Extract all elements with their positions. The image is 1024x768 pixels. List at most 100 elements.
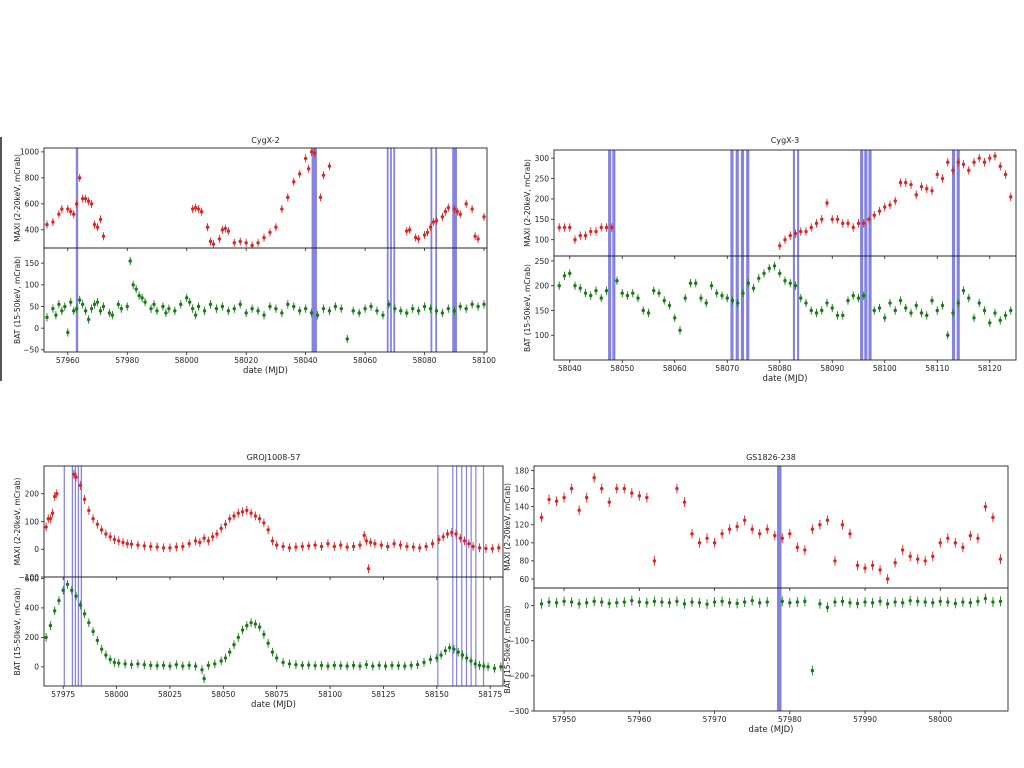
data-point bbox=[313, 663, 317, 668]
highlight-band bbox=[956, 150, 960, 256]
data-point bbox=[757, 276, 761, 280]
data-point bbox=[678, 328, 682, 332]
data-point bbox=[589, 229, 593, 234]
plot-area bbox=[539, 588, 1003, 711]
y-axis-label: MAXI (2-20keV, mCrab) bbox=[13, 154, 22, 242]
data-point bbox=[652, 559, 657, 563]
data-point bbox=[809, 225, 813, 230]
data-point bbox=[720, 599, 724, 604]
data-point bbox=[256, 241, 260, 245]
x-tick-label: 58075 bbox=[265, 690, 289, 699]
data-point bbox=[641, 308, 645, 313]
data-point bbox=[134, 287, 138, 291]
data-point bbox=[898, 298, 903, 303]
y-tick-label: 200 bbox=[25, 490, 40, 499]
data-point bbox=[631, 291, 635, 295]
data-point bbox=[117, 661, 121, 665]
highlight-band bbox=[740, 256, 745, 360]
data-point bbox=[60, 207, 64, 211]
data-point bbox=[688, 281, 693, 285]
data-point bbox=[562, 599, 566, 604]
data-point bbox=[357, 311, 361, 315]
y-tick-label: 150 bbox=[25, 259, 40, 268]
data-point bbox=[704, 301, 708, 305]
y-tick-label: 100 bbox=[25, 281, 40, 290]
data-point bbox=[741, 291, 745, 295]
data-point bbox=[107, 311, 112, 315]
data-point bbox=[646, 311, 651, 315]
data-point bbox=[149, 544, 153, 549]
highlight-band bbox=[608, 150, 612, 256]
data-point bbox=[75, 202, 79, 206]
data-point bbox=[77, 298, 82, 302]
data-point bbox=[935, 308, 939, 313]
highlight-band bbox=[311, 148, 317, 248]
data-point bbox=[210, 535, 215, 539]
data-point bbox=[982, 160, 987, 164]
data-point bbox=[57, 598, 61, 603]
data-point bbox=[772, 264, 777, 268]
data-point bbox=[262, 521, 266, 525]
data-point bbox=[1003, 172, 1008, 177]
data-point bbox=[967, 296, 971, 300]
data-point bbox=[75, 306, 79, 311]
data-point bbox=[104, 653, 108, 657]
data-point bbox=[136, 662, 140, 666]
y-tick-label: 300 bbox=[535, 154, 550, 163]
data-point bbox=[326, 664, 330, 668]
data-point bbox=[904, 180, 908, 185]
data-point bbox=[625, 293, 630, 298]
data-point bbox=[554, 499, 559, 503]
data-point bbox=[238, 239, 242, 244]
data-point bbox=[232, 241, 236, 245]
data-point bbox=[458, 212, 462, 216]
data-point bbox=[228, 650, 232, 654]
data-point bbox=[803, 599, 807, 604]
data-point bbox=[705, 536, 709, 540]
data-point bbox=[458, 536, 463, 540]
data-point bbox=[793, 284, 798, 288]
data-point bbox=[196, 207, 201, 211]
chart-title: GROJ1008-57 bbox=[247, 453, 301, 462]
data-point bbox=[280, 311, 284, 315]
x-tick-label: 57970 bbox=[703, 715, 727, 724]
data-point bbox=[45, 315, 49, 320]
highlight-band bbox=[452, 148, 457, 248]
data-point bbox=[751, 286, 756, 290]
data-point bbox=[187, 663, 191, 668]
highlight-band bbox=[465, 577, 468, 686]
data-point bbox=[136, 543, 140, 547]
chart-title: GS1826-238 bbox=[746, 453, 796, 462]
data-point bbox=[452, 309, 456, 313]
data-point bbox=[181, 664, 185, 668]
data-point bbox=[956, 301, 960, 305]
x-tick-label: 58050 bbox=[211, 690, 235, 699]
data-point bbox=[306, 167, 311, 171]
data-point bbox=[371, 664, 375, 668]
data-point bbox=[266, 641, 270, 645]
highlight-band bbox=[868, 256, 872, 360]
data-point bbox=[110, 313, 115, 317]
plot-area bbox=[45, 248, 486, 352]
data-point bbox=[430, 542, 435, 546]
data-point bbox=[303, 306, 308, 311]
data-point bbox=[916, 557, 920, 561]
data-point bbox=[44, 635, 48, 640]
data-point bbox=[244, 311, 248, 315]
data-point bbox=[300, 544, 305, 549]
data-point bbox=[946, 600, 950, 604]
data-point bbox=[319, 544, 324, 549]
data-point bbox=[697, 601, 702, 605]
data-point bbox=[746, 281, 750, 285]
data-point bbox=[108, 535, 112, 539]
data-point bbox=[814, 221, 819, 226]
x-tick-label: 58100 bbox=[472, 356, 496, 365]
data-point bbox=[998, 599, 1003, 604]
y-tick-label: 200 bbox=[25, 633, 40, 642]
data-point bbox=[112, 660, 117, 665]
data-point bbox=[257, 625, 262, 629]
data-point bbox=[108, 657, 112, 662]
